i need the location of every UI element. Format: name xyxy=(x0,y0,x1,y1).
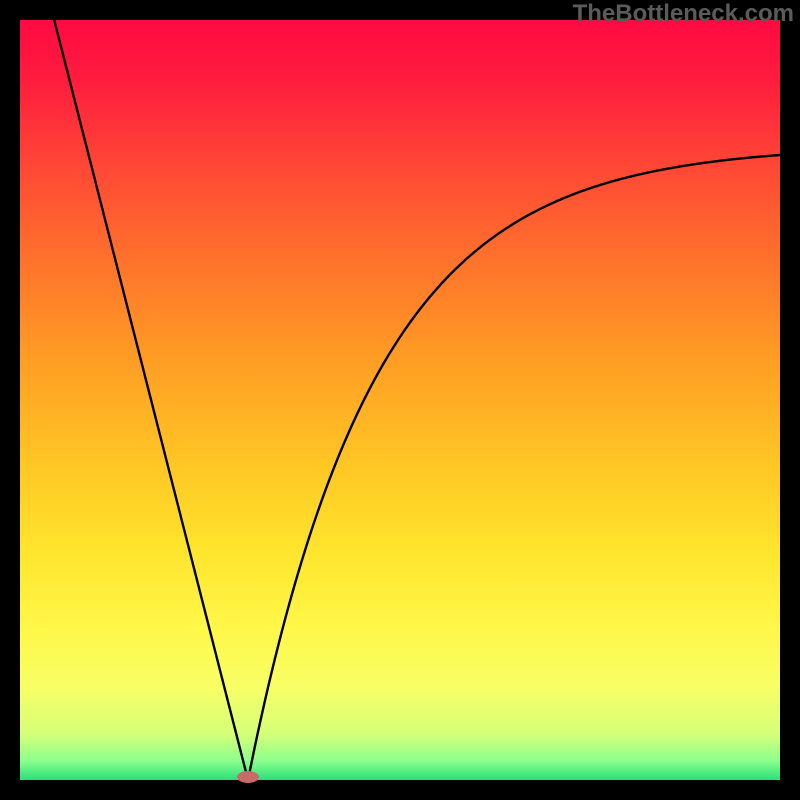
bottleneck-chart xyxy=(0,0,800,800)
watermark-text: TheBottleneck.com xyxy=(573,0,794,28)
minimum-marker xyxy=(237,771,259,783)
plot-area xyxy=(20,20,780,780)
chart-container: TheBottleneck.com xyxy=(0,0,800,800)
